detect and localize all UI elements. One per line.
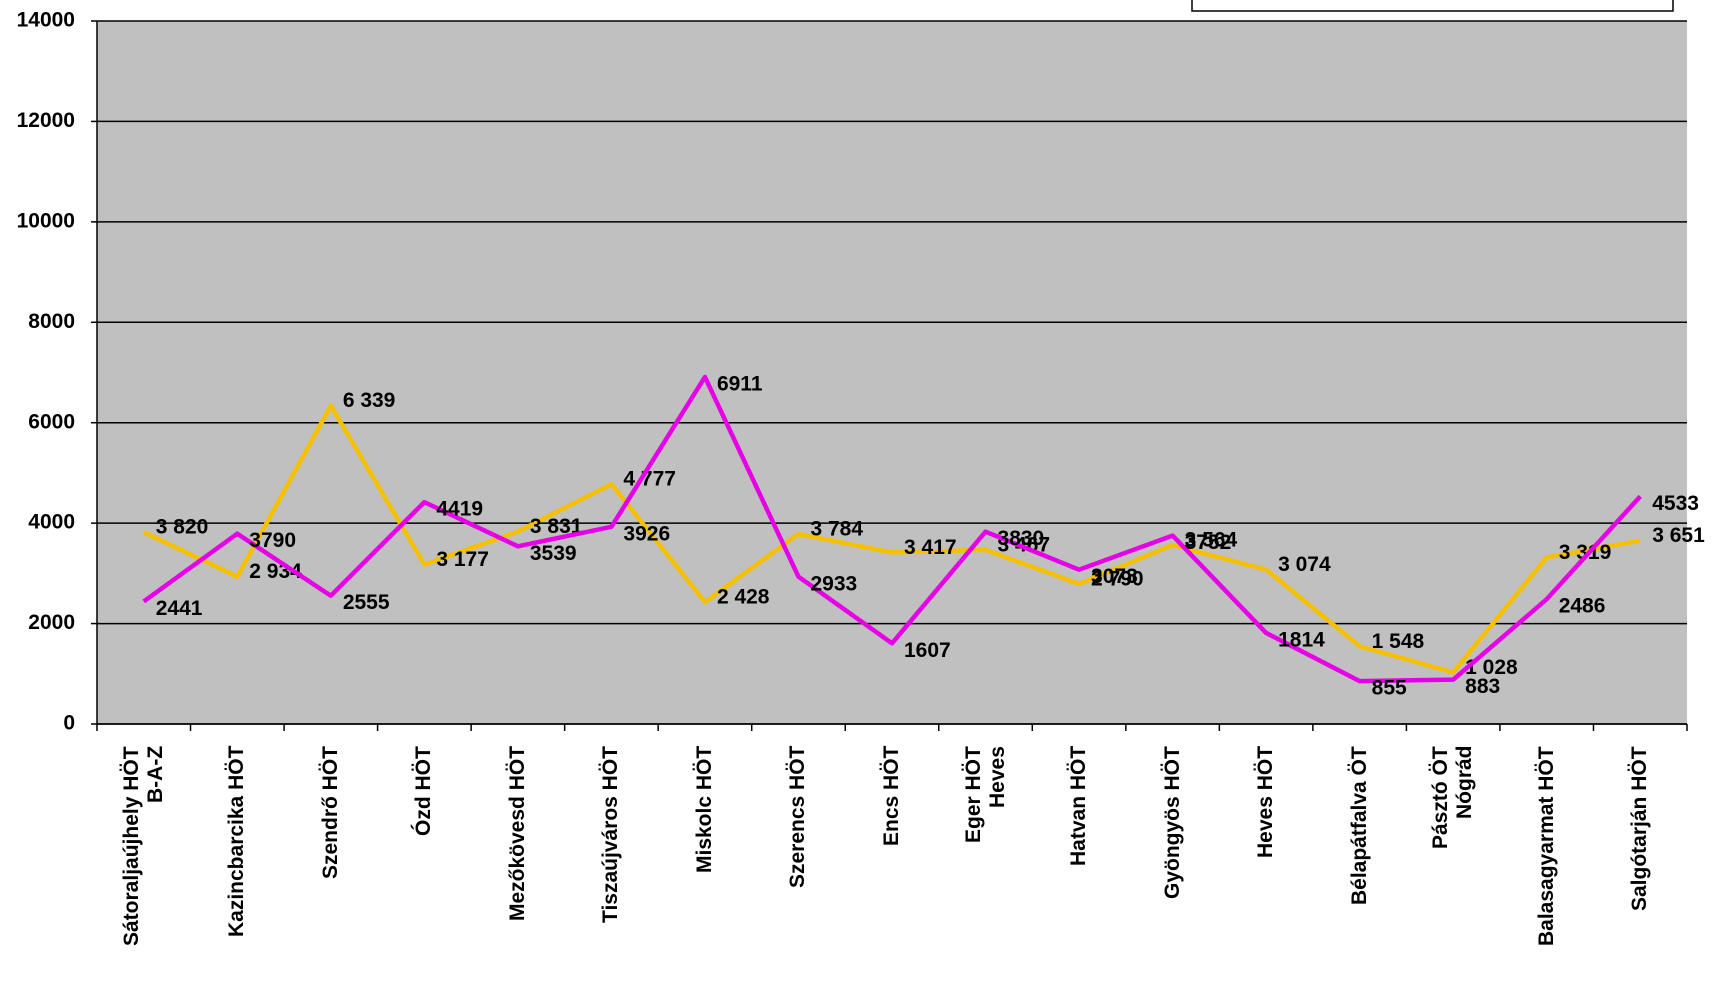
data-label: 3752 [1185,531,1232,554]
x-tick-label: Miskolc HÖT [692,746,716,874]
y-tick-label: 0 [63,712,75,735]
data-label: 3 831 [530,515,583,538]
data-label: 3 651 [1652,524,1705,547]
x-tick-label: Mezőkövesd HÖT [505,746,529,922]
data-label: 1 548 [1372,630,1425,653]
y-tick-label: 12000 [17,109,75,132]
y-tick-label: 6000 [28,410,75,433]
data-label: 2486 [1559,595,1606,618]
data-label: 1607 [904,639,951,662]
x-tick-label: Szendrő HÖT [318,746,342,880]
data-label: 6911 [717,373,763,396]
x-tick-label: Balasagyarmat HÖT [1534,746,1558,946]
y-tick-label: 14000 [17,9,75,32]
x-tick-label: Kazincbarcika HÖT [225,746,249,938]
data-label: 3830 [998,527,1045,550]
x-tick-label: Bélapátfalva ÖT [1347,746,1371,905]
data-label: 2 790 [1091,567,1144,590]
data-label: 2441 [156,597,203,620]
data-label: 2 428 [717,586,770,609]
data-label: 4 777 [623,468,676,491]
x-tick-label: Hatvan HÖT [1067,746,1091,867]
x-tick-label: Tiszaújváros HÖT [599,746,623,924]
data-label: 3 319 [1559,541,1612,564]
data-label: 3 564 [1185,529,1238,552]
x-tick-label: Heves HÖT [1254,746,1278,859]
data-label: 3926 [623,522,670,545]
data-label: 6 339 [343,389,396,412]
line [142,403,1641,675]
y-tick-label: 4000 [28,511,75,534]
data-label: 855 [1372,677,1407,700]
x-tick-label: Encs HÖT [880,746,903,847]
data-label: 3 417 [904,536,957,559]
x-tick-label: Pásztó ÖT Nógrád [1429,746,1477,849]
x-tick-label: Salgótarján HÖT [1628,746,1652,911]
data-label: 883 [1465,675,1500,698]
data-label: 3 177 [436,548,489,571]
data-label: 3790 [249,529,296,552]
x-tick-label: Eger HÖT Heves [961,746,1009,843]
x-tick-label: Szerencs HÖT [786,746,810,889]
data-label: 3539 [530,542,577,565]
legend-box [1191,0,1674,12]
data-label: 2933 [810,572,857,595]
data-label: 1 028 [1465,656,1518,679]
x-tick-label: Ózd HÖT [412,746,436,836]
data-label: 3073 [1091,565,1138,588]
data-label: 3 820 [156,516,209,539]
data-label: 3 784 [810,518,863,541]
y-tick-label: 2000 [28,611,75,634]
data-label: 3 074 [1278,553,1331,576]
x-tick-label: Sátoraljaújhely HÖT B-A-Z [119,746,167,946]
x-tick-label: Gyöngyös HÖT [1160,746,1184,899]
data-label: 2555 [343,591,390,614]
plot-area [97,21,1687,724]
line [142,374,1642,684]
data-label: 4419 [436,498,483,521]
data-label: 4533 [1652,492,1699,515]
y-tick-label: 10000 [17,209,75,232]
y-tick-label: 8000 [28,310,75,333]
data-label: 1814 [1278,628,1325,651]
